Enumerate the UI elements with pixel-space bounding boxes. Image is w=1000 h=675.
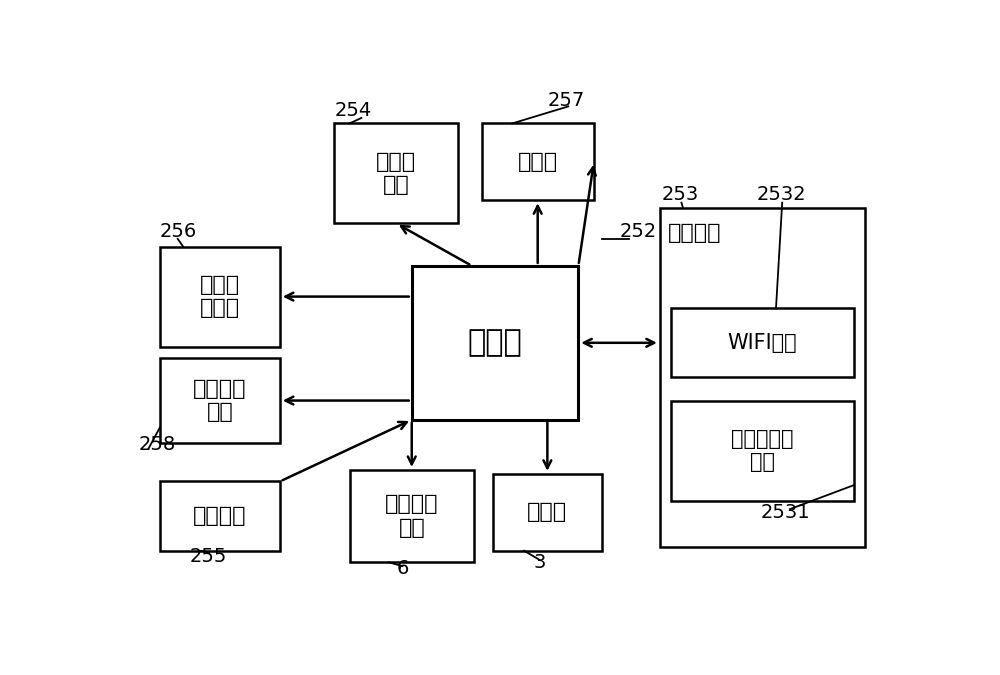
- Text: 处理器: 处理器: [468, 328, 522, 357]
- Bar: [482, 124, 594, 200]
- Text: 252: 252: [619, 221, 657, 241]
- Bar: [160, 481, 280, 551]
- Text: 6: 6: [396, 559, 409, 578]
- Bar: [160, 358, 280, 443]
- Bar: [671, 308, 854, 377]
- Bar: [671, 400, 854, 501]
- Bar: [160, 246, 280, 347]
- Bar: [493, 474, 602, 551]
- Text: 摄像头: 摄像头: [527, 502, 567, 522]
- Text: WIFI模块: WIFI模块: [728, 333, 797, 353]
- Text: 3: 3: [533, 553, 546, 572]
- Bar: [334, 124, 458, 223]
- Text: 二维码
生成器: 二维码 生成器: [200, 275, 240, 318]
- Text: 255: 255: [190, 547, 227, 566]
- Text: 数据存储
模块: 数据存储 模块: [193, 379, 247, 422]
- Text: 扬声器: 扬声器: [518, 152, 558, 172]
- Text: 2532: 2532: [757, 186, 806, 205]
- Bar: [412, 266, 578, 420]
- Text: 258: 258: [139, 435, 176, 454]
- Text: 257: 257: [547, 90, 585, 110]
- Text: 253: 253: [661, 186, 699, 205]
- Text: 256: 256: [160, 221, 197, 241]
- Text: 红外感应
探头: 红外感应 探头: [385, 495, 438, 538]
- Bar: [660, 208, 865, 547]
- Text: 触控显
示屏: 触控显 示屏: [376, 152, 416, 195]
- Text: 2531: 2531: [761, 503, 810, 522]
- Bar: [350, 470, 474, 562]
- Text: 254: 254: [334, 101, 372, 119]
- Text: 通信模块: 通信模块: [668, 223, 721, 244]
- Text: 电源模块: 电源模块: [193, 506, 247, 526]
- Text: 以太网接口
模块: 以太网接口 模块: [731, 429, 794, 472]
